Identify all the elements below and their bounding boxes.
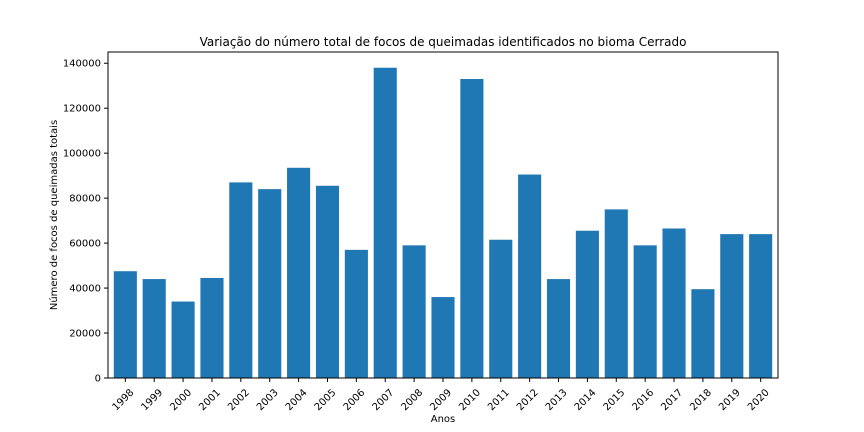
x-tick-label: 2019 <box>717 387 743 413</box>
bar-2019 <box>720 234 744 378</box>
y-axis-ticks: 0 20000 40000 60000 80000 100000 120000 140000 <box>63 59 108 385</box>
bar-2004 <box>287 167 311 378</box>
x-tick-label: 2003 <box>255 387 281 413</box>
x-tick-label: 2014 <box>573 387 599 413</box>
x-tick-label: 2002 <box>226 387 252 413</box>
x-tick-label: 2005 <box>313 387 339 413</box>
x-tick-label: 2001 <box>197 387 223 413</box>
bar-2020 <box>749 234 773 378</box>
bar-2016 <box>633 245 657 378</box>
bar-2007 <box>373 67 397 379</box>
y-tick-label: 80000 <box>69 194 101 205</box>
y-tick-label: 100000 <box>63 149 101 160</box>
bar-2006 <box>344 249 368 378</box>
x-tick-label: 2007 <box>371 387 397 413</box>
y-tick-label: 0 <box>95 374 101 385</box>
bar-2018 <box>691 289 715 378</box>
y-tick-label: 40000 <box>69 284 101 295</box>
bar-2017 <box>662 228 686 378</box>
y-tick-label: 140000 <box>63 59 101 70</box>
x-tick-label: 2012 <box>515 387 541 413</box>
x-tick-label: 2004 <box>284 387 310 413</box>
bar-2008 <box>402 245 426 378</box>
x-axis-ticks: 1998 1999 2000 2001 2002 2003 2004 2005 2006 2007… <box>111 378 772 413</box>
y-axis-title: Número de focos de queimadas totais <box>48 120 60 310</box>
y-tick-label: 60000 <box>69 239 101 250</box>
chart-title: Variação do número total de focos de que… <box>200 35 687 49</box>
x-tick-label: 2020 <box>746 387 772 413</box>
x-tick-label: 2000 <box>168 387 194 413</box>
x-tick-label: 2017 <box>659 387 685 413</box>
bar-2010 <box>460 78 484 378</box>
x-tick-label: 2018 <box>688 387 714 413</box>
x-tick-label: 2009 <box>428 387 454 413</box>
x-tick-label: 1999 <box>140 387 166 413</box>
x-tick-label: 1998 <box>111 387 137 413</box>
x-tick-label: 2016 <box>630 387 656 413</box>
x-axis-title: Anos <box>431 414 456 425</box>
bar-2012 <box>518 174 542 378</box>
bar-2009 <box>431 297 455 378</box>
y-tick-label: 20000 <box>69 329 101 340</box>
x-tick-label: 2011 <box>486 387 512 413</box>
bar-1998 <box>113 271 137 378</box>
bar-2005 <box>315 185 340 378</box>
x-tick-label: 2008 <box>399 387 425 413</box>
plot-frame <box>107 51 779 379</box>
x-tick-label: 2013 <box>544 387 570 413</box>
x-tick-label: 2015 <box>602 387 628 413</box>
bar-2011 <box>489 239 513 378</box>
bar-2000 <box>171 301 195 378</box>
bar-2002 <box>229 182 253 378</box>
bar-2001 <box>200 277 224 378</box>
bar-2013 <box>546 279 571 378</box>
bars-group <box>113 67 773 379</box>
x-tick-label: 2010 <box>457 387 483 413</box>
bar-2015 <box>604 209 628 378</box>
bar-1999 <box>142 279 166 378</box>
bar-2003 <box>258 189 282 378</box>
bar-2014 <box>575 230 599 378</box>
y-tick-label: 120000 <box>63 104 101 115</box>
x-tick-label: 2006 <box>342 387 368 413</box>
